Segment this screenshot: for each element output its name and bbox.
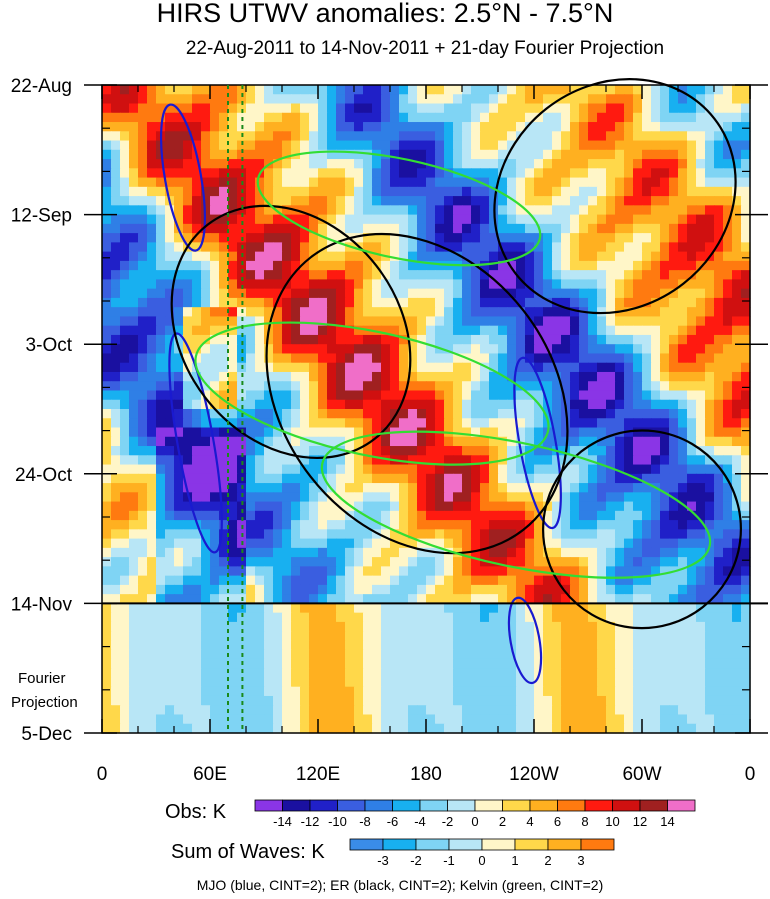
colorbar-swatch (448, 838, 483, 851)
er-contour (493, 78, 737, 315)
colorbar-level-label: -1 (443, 853, 455, 868)
colorbar-level-label: -4 (414, 814, 426, 829)
colorbar-swatch (639, 799, 668, 812)
colorbar-level-label: -2 (410, 853, 422, 868)
colorbar-swatch (584, 799, 613, 812)
colorbar-swatch (447, 799, 476, 812)
colorbar-swatch (667, 799, 696, 812)
colorbar-level-label: -10 (328, 814, 347, 829)
chart-subtitle: 22-Aug-2011 to 14-Nov-2011 + 21-day Four… (185, 38, 665, 59)
x-tick-label: 60W (622, 764, 661, 785)
y-tick-label: 22-Aug (11, 76, 72, 97)
colorbar-swatch (474, 799, 503, 812)
colorbar-level-label: 0 (471, 814, 478, 829)
colorbar-swatch (337, 799, 366, 812)
colorbar-level-label: -12 (301, 814, 320, 829)
mjo-contour (159, 103, 207, 252)
colorbar-swatch (349, 838, 384, 851)
contour-legend-footnote: MJO (blue, CINT=2); ER (black, CINT=2); … (196, 877, 604, 893)
colorbar-swatch (415, 838, 450, 851)
colorbar-swatch (282, 799, 311, 812)
colorbar-swatch (481, 838, 516, 851)
waves-colorbar-label: Sum of Waves: K (171, 841, 325, 863)
colorbar-level-label: 4 (526, 814, 533, 829)
colorbar-swatch (502, 799, 531, 812)
projection-label-line2: Projection (11, 694, 78, 711)
colorbar-level-label: -3 (377, 853, 389, 868)
kelvin-contour (194, 321, 550, 466)
obs-colorbar-label: Obs: K (165, 801, 227, 823)
kelvin-contour (320, 430, 712, 579)
colorbar-swatch (392, 799, 421, 812)
waves-colorbar: -3 -2 -1 0 1 2 3 (349, 838, 615, 868)
y-tick-label: 5-Dec (21, 724, 72, 745)
x-tick-label: 60E (193, 764, 227, 785)
y-tick-label: 3-Oct (26, 335, 73, 356)
colorbar-level-label: 14 (660, 814, 674, 829)
colorbar-swatch (254, 799, 283, 812)
colorbar-level-label: -6 (387, 814, 399, 829)
x-axis: 0 60E 120E 180 120W 60W 0 (97, 85, 756, 785)
x-tick-label: 0 (745, 764, 756, 785)
x-tick-label: 120E (296, 764, 340, 785)
colorbar-swatch (514, 838, 549, 851)
colorbar-level-label: 12 (633, 814, 647, 829)
chart-title: HIRS UTWV anomalies: 2.5°N - 7.5°N (156, 0, 614, 28)
colorbar-swatch (580, 838, 615, 851)
er-contour (542, 429, 742, 630)
obs-colorbar: -14 -12 -10 -8 -6 -4 -2 0 2 4 6 8 10 12 14 (254, 799, 696, 829)
anomaly-field (102, 85, 751, 734)
colorbar-level-label: 10 (605, 814, 619, 829)
mjo-contour (507, 596, 543, 685)
x-tick-label: 120W (509, 764, 559, 785)
projection-label-line1: Fourier (18, 670, 66, 687)
colorbar-level-label: -14 (273, 814, 292, 829)
wave-contours (159, 78, 742, 685)
colorbar-level-label: 1 (511, 853, 518, 868)
colorbar-level-label: 2 (499, 814, 506, 829)
mjo-contour (513, 356, 562, 530)
y-tick-label: 24-Oct (15, 465, 73, 486)
colorbar-swatch (612, 799, 641, 812)
er-contour (170, 204, 412, 459)
kelvin-contour (256, 150, 542, 267)
colorbar-level-label: 3 (577, 853, 584, 868)
colorbar-level-label: 0 (478, 853, 485, 868)
er-contour (265, 232, 569, 555)
y-axis: 22-Aug 12-Sep 3-Oct 24-Oct 14-Nov 5-Dec (11, 76, 768, 745)
colorbar-level-label: 6 (554, 814, 561, 829)
x-tick-label: 0 (97, 764, 108, 785)
colorbar-level-label: 8 (581, 814, 588, 829)
colorbar-swatch (557, 799, 586, 812)
colorbar-swatch (364, 799, 393, 812)
colorbar-swatch (382, 838, 417, 851)
x-tick-label: 180 (410, 764, 442, 785)
colorbar-level-label: -8 (359, 814, 371, 829)
colorbar-level-label: 2 (544, 853, 551, 868)
y-tick-label: 12-Sep (11, 206, 72, 227)
y-tick-label: 14-Nov (11, 594, 73, 615)
colorbar-level-label: -2 (442, 814, 454, 829)
mjo-contour (168, 332, 223, 554)
colorbar-swatch (309, 799, 338, 812)
colorbar-swatch (419, 799, 448, 812)
colorbar-swatch (547, 838, 582, 851)
colorbar-swatch (529, 799, 558, 812)
